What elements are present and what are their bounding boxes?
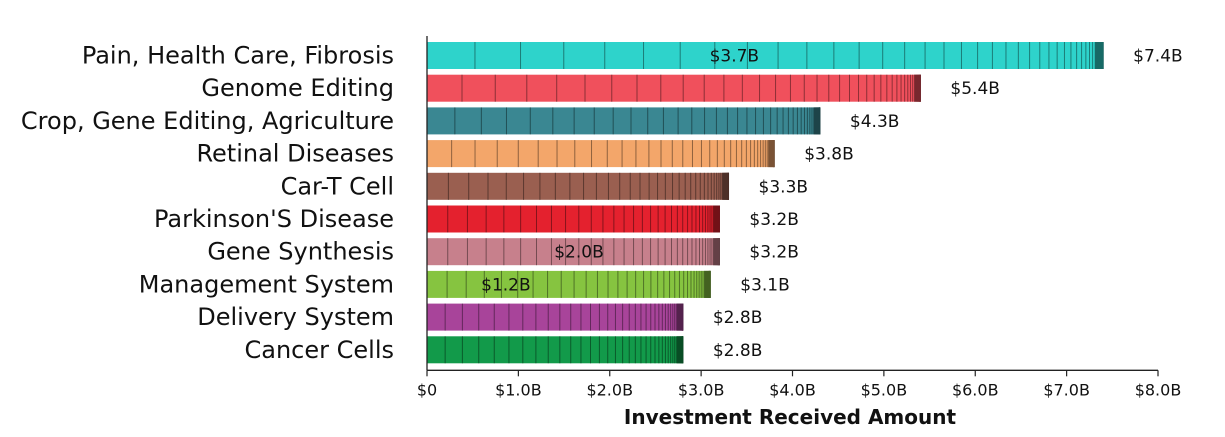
category-label: Management System (139, 270, 394, 298)
bar-row-pain-health-care-fibrosis: Pain, Health Care, Fibrosis $7.4B $3.7B (82, 42, 1183, 70)
x-tick-label: $6.0B (952, 380, 999, 399)
bar-row-genome-editing: Genome Editing $5.4B (201, 74, 1000, 102)
category-label: Gene Synthesis (207, 238, 394, 266)
bar-end-cap (1095, 42, 1104, 69)
x-tick-label: $0 (417, 380, 437, 399)
category-label: Genome Editing (201, 74, 394, 102)
x-axis: $0 $1.0B $2.0B $3.0B $4.0B $5.0B $6.0B $7.0B $8.… (417, 36, 1181, 399)
bar-end-cap (713, 238, 720, 266)
bar-row-management-system: Management System $3.1B $1.2B (139, 270, 790, 298)
bar-total-label: $5.4B (950, 79, 1000, 99)
bar-end-cap (722, 172, 729, 200)
bar-row-delivery-system: Delivery System $2.8B (197, 303, 762, 331)
x-tick-label: $4.0B (769, 380, 816, 399)
bar-end-cap (676, 303, 683, 331)
bars-group: Pain, Health Care, Fibrosis $7.4B $3.7B Gen… (21, 42, 1183, 364)
bar (427, 172, 729, 200)
bar-inner-label: $2.0B (554, 243, 604, 263)
bar-total-label: $3.3B (759, 177, 809, 197)
x-axis-title: Investment Received Amount (624, 405, 957, 429)
x-tick-label: $1.0B (495, 380, 542, 399)
x-tick-label: $5.0B (861, 380, 908, 399)
bar (427, 74, 921, 102)
category-label: Pain, Health Care, Fibrosis (82, 42, 394, 70)
bar-total-label: $2.8B (713, 308, 763, 328)
category-label: Delivery System (197, 303, 394, 331)
x-tick-label: $3.0B (678, 380, 725, 399)
bar-end-cap (813, 107, 820, 135)
bar-total-label: $3.2B (749, 243, 799, 263)
bar-row-gene-synthesis: Gene Synthesis $3.2B $2.0B (207, 238, 799, 266)
bar-row-cancer-cells: Cancer Cells $2.8B (245, 336, 763, 364)
bar (427, 303, 683, 331)
bar-inner-label: $1.2B (481, 275, 531, 295)
bar-row-crop-gene-editing-agriculture: Crop, Gene Editing, Agriculture $4.3B (21, 107, 900, 135)
bar-row-parkinson-s-disease: Parkinson'S Disease $3.2B (154, 205, 799, 233)
bar-row-retinal-diseases: Retinal Diseases $3.8B (196, 140, 853, 168)
category-label: Crop, Gene Editing, Agriculture (21, 107, 394, 135)
bar (427, 238, 720, 266)
bar-total-label: $7.4B (1133, 47, 1183, 67)
bar-total-label: $2.8B (713, 341, 763, 361)
x-tick-label: $2.0B (586, 380, 633, 399)
bar-total-label: $4.3B (850, 112, 900, 132)
bar (427, 336, 683, 364)
bar-total-label: $3.1B (740, 275, 790, 295)
bar-end-cap (914, 74, 921, 102)
bar (427, 42, 1104, 69)
bar-inner-label: $3.7B (710, 47, 760, 67)
bar-total-label: $3.8B (804, 145, 854, 165)
x-tick-label: $7.0B (1043, 380, 1090, 399)
bar-end-cap (676, 336, 683, 364)
bar-end-cap (713, 205, 720, 233)
x-tick-label: $8.0B (1135, 380, 1182, 399)
category-label: Parkinson'S Disease (154, 205, 394, 233)
category-label: Retinal Diseases (196, 140, 394, 168)
bar-end-cap (768, 140, 775, 168)
bar-row-car-t-cell: Car-T Cell $3.3B (281, 172, 808, 200)
bar-total-label: $3.2B (749, 210, 799, 230)
bar (427, 270, 711, 298)
bar (427, 140, 775, 168)
category-label: Car-T Cell (281, 172, 394, 200)
bar (427, 107, 820, 135)
bar (427, 205, 720, 233)
category-label: Cancer Cells (245, 336, 395, 364)
bar-end-cap (704, 270, 711, 298)
